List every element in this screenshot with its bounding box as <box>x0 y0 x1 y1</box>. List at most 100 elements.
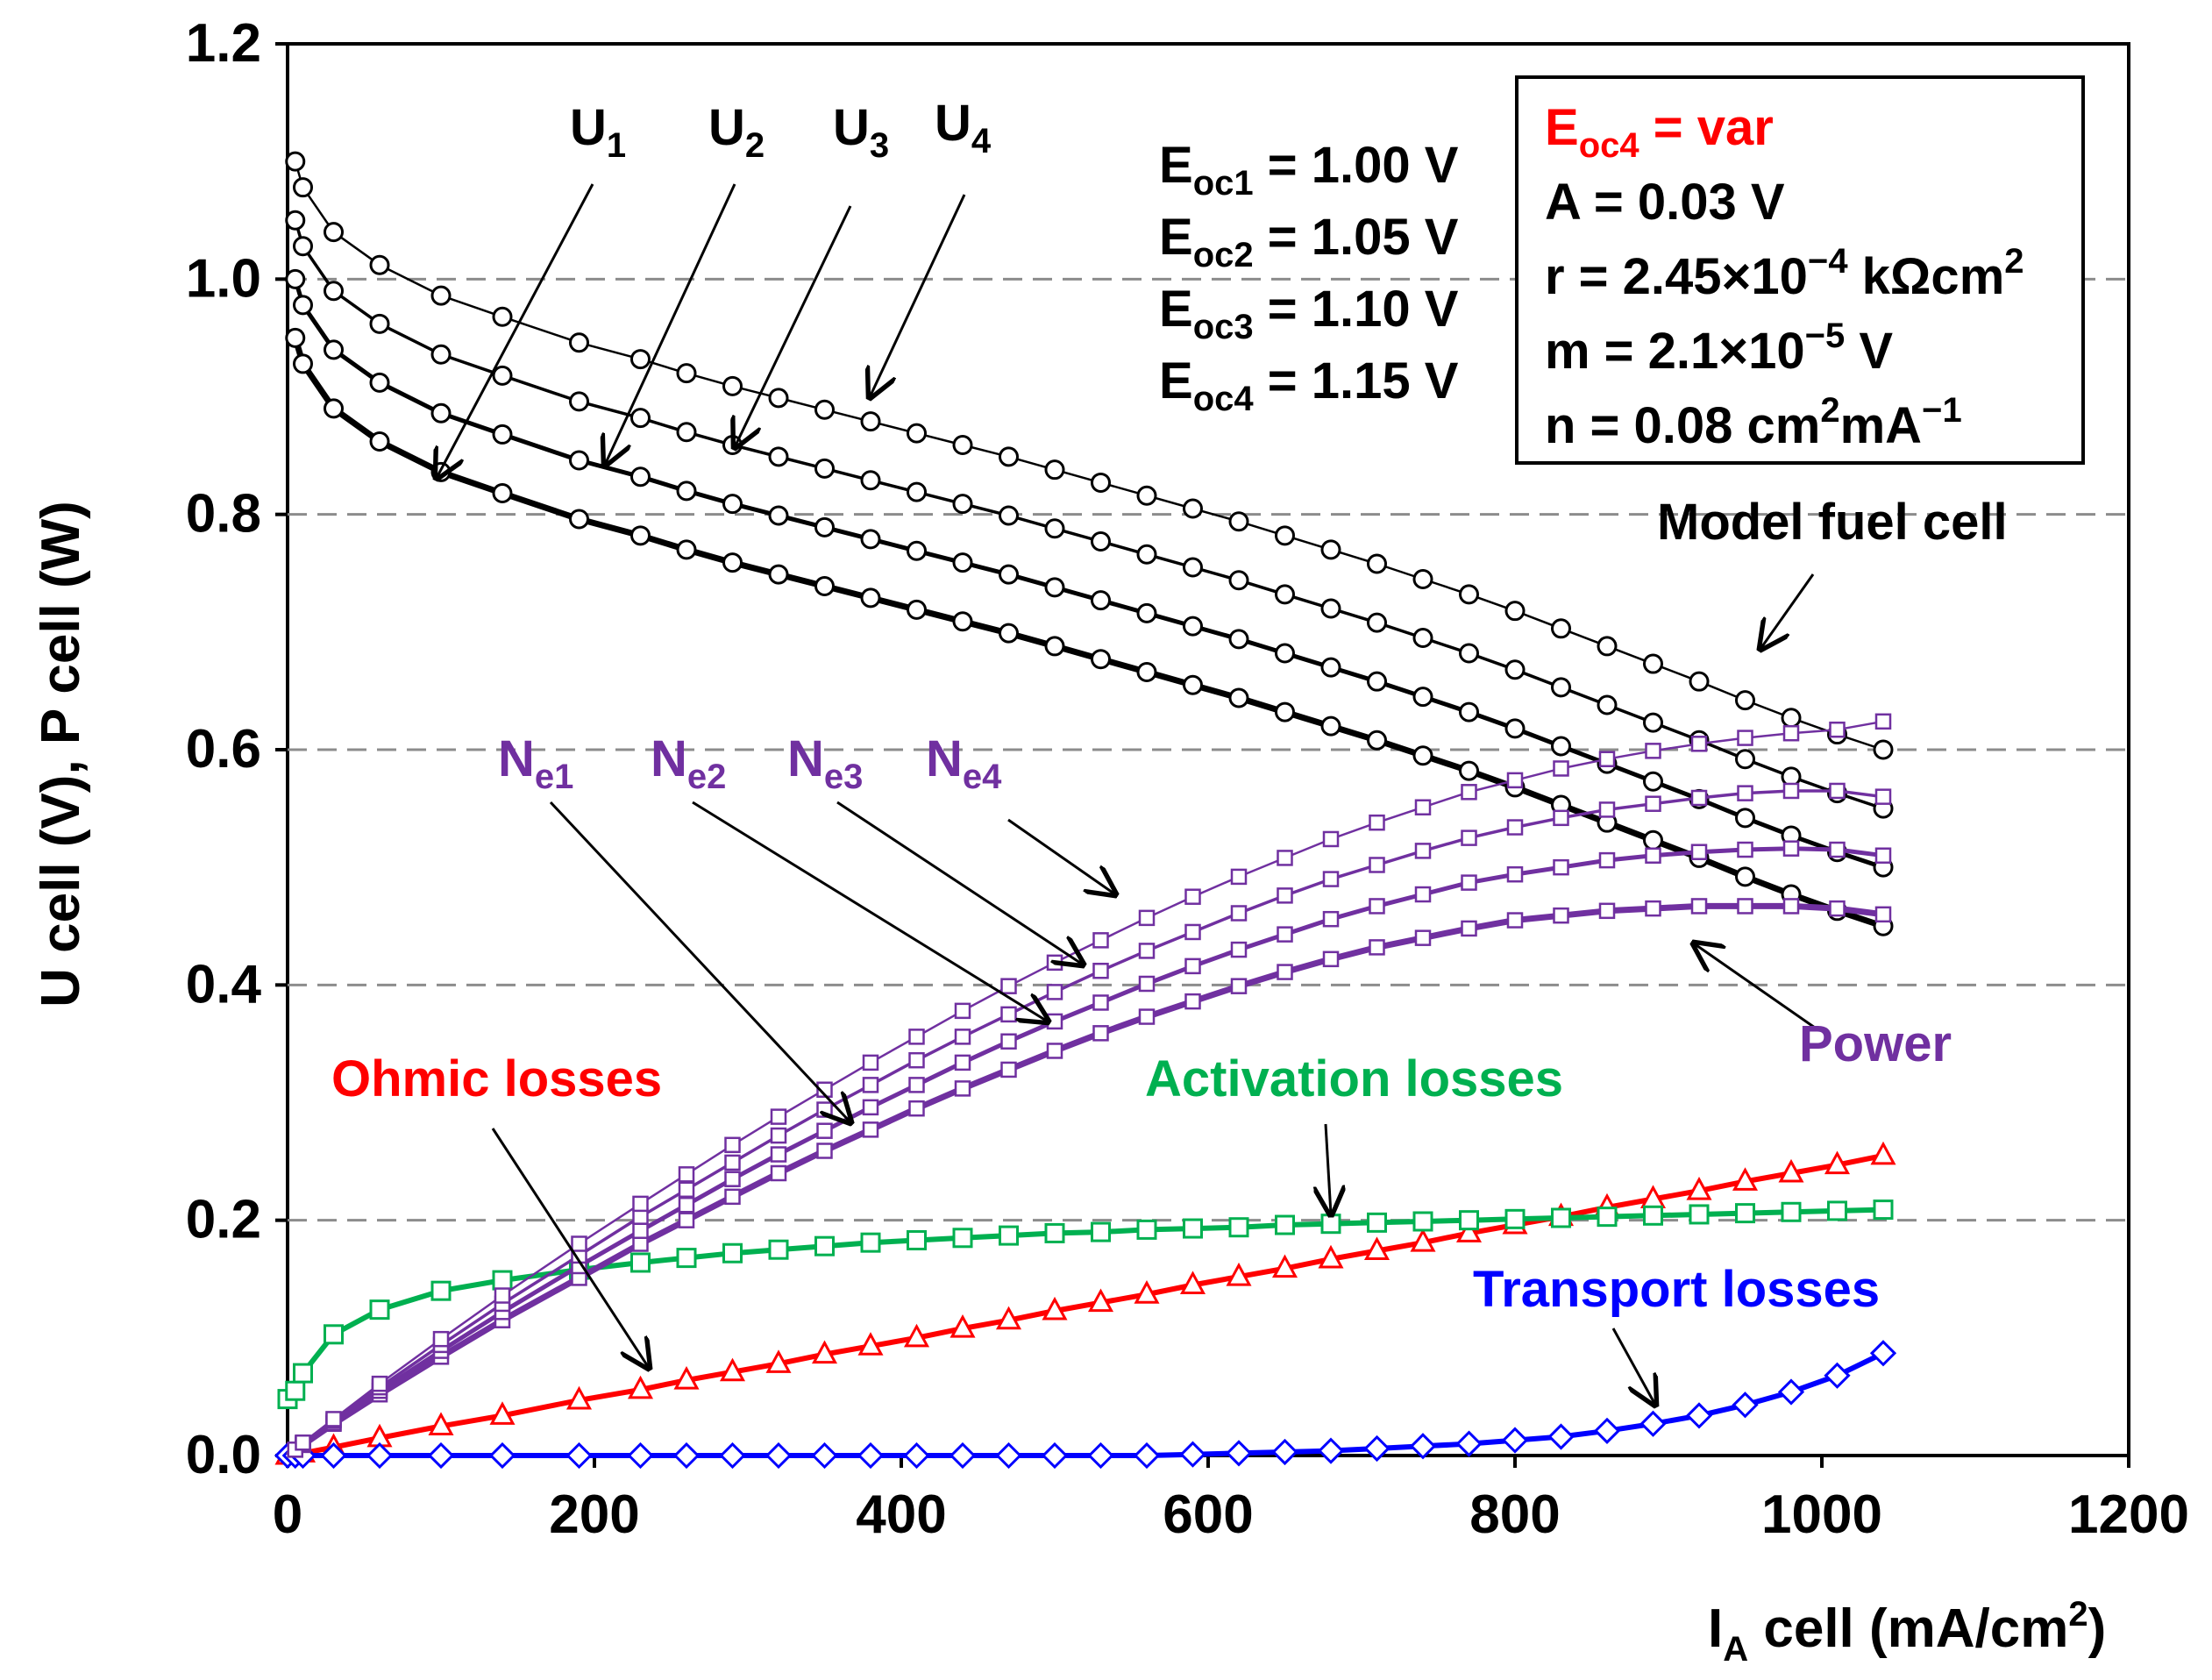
data-point <box>1275 1214 1295 1235</box>
data-point <box>1643 712 1663 733</box>
data-point <box>1410 1228 1436 1252</box>
data-point <box>1643 653 1663 674</box>
data-point <box>1829 721 1846 738</box>
data-point <box>1874 788 1892 805</box>
annotation-arrow <box>549 801 850 1122</box>
gridlines <box>288 277 2129 1222</box>
data-point <box>954 1080 971 1097</box>
data-point <box>1320 715 1341 737</box>
data-point <box>1041 1442 1069 1470</box>
annotation-arrow <box>1326 1123 1331 1214</box>
data-point <box>1827 1200 1847 1221</box>
data-point <box>719 1442 746 1470</box>
data-point <box>1363 1434 1391 1463</box>
data-point <box>1643 771 1663 792</box>
data-point <box>1275 525 1295 546</box>
data-point <box>1735 808 1755 829</box>
data-point <box>369 431 390 452</box>
data-point <box>765 1349 792 1373</box>
param-n: n = 0.08 cm2mA−1 <box>1545 391 1962 454</box>
x-axis-title: IA cell (mA/cm2) <box>1708 1595 2106 1669</box>
data-point <box>1138 1008 1156 1025</box>
data-point <box>1183 498 1203 519</box>
data-point <box>1044 636 1065 657</box>
data-point <box>1459 701 1479 723</box>
data-point <box>722 375 743 396</box>
data-point <box>1412 1211 1433 1232</box>
data-point <box>1553 907 1569 924</box>
data-point <box>565 1385 593 1410</box>
data-point <box>860 470 881 491</box>
data-point <box>371 1375 388 1392</box>
data-point <box>1553 809 1569 827</box>
data-point <box>908 1029 925 1045</box>
series-transport-losses <box>274 1340 1897 1470</box>
data-point <box>1782 898 1800 915</box>
annotation-arrows <box>437 183 1816 1405</box>
data-point <box>814 458 835 479</box>
data-point <box>1461 874 1477 891</box>
data-point <box>1136 544 1157 565</box>
data-point <box>1732 1392 1759 1419</box>
data-point <box>1778 1158 1804 1183</box>
data-point <box>569 450 589 471</box>
data-point <box>1598 801 1616 818</box>
annotation-arrow <box>836 801 1083 965</box>
data-point <box>1184 957 1201 975</box>
x-tick-label: 1200 <box>2068 1484 2189 1545</box>
data-point <box>814 399 835 420</box>
data-point <box>1275 701 1295 723</box>
data-point <box>569 509 589 530</box>
data-point <box>1593 1417 1621 1444</box>
data-point <box>995 1442 1022 1470</box>
activation-losses-label: Activation losses <box>1145 1050 1563 1107</box>
ne4-label: Ne4 <box>926 730 1002 796</box>
data-point <box>1504 601 1526 622</box>
ne2-label: Ne2 <box>651 730 726 796</box>
y-tick-label: 1.2 <box>186 13 261 74</box>
series-line <box>287 1152 1884 1458</box>
data-point <box>862 1099 879 1116</box>
data-point <box>676 539 697 560</box>
x-axis-ticks: 0 200 400 600 800 1000 1200 <box>273 1456 2189 1545</box>
data-point <box>999 623 1019 644</box>
data-point <box>724 1136 741 1154</box>
data-point <box>569 332 589 353</box>
x-tick-label: 600 <box>1163 1484 1253 1545</box>
data-point <box>1737 841 1753 858</box>
data-point <box>676 1248 697 1269</box>
data-point <box>1000 978 1017 994</box>
data-point <box>1690 898 1708 915</box>
annotation-arrow <box>491 1128 649 1368</box>
data-point <box>1277 964 1293 980</box>
data-point <box>722 1242 743 1264</box>
data-point <box>954 1054 971 1071</box>
data-point <box>1873 739 1894 760</box>
data-point <box>1367 671 1387 692</box>
data-point <box>1046 954 1063 972</box>
data-point <box>1046 1013 1063 1030</box>
data-point <box>1737 785 1753 801</box>
data-point <box>1228 511 1249 532</box>
data-point <box>1183 1218 1203 1239</box>
data-point <box>907 481 927 502</box>
data-point <box>770 1127 787 1144</box>
data-point <box>1506 912 1524 929</box>
data-point <box>1322 871 1340 887</box>
data-point <box>1551 736 1571 757</box>
data-point <box>1459 643 1479 664</box>
data-point <box>1000 1061 1017 1078</box>
data-point <box>1092 932 1109 949</box>
annotation-arrow <box>1694 943 1816 1029</box>
data-point <box>1136 661 1157 682</box>
x-tick-label: 200 <box>549 1484 639 1545</box>
data-point <box>1092 1025 1109 1042</box>
eoc1-label: Eoc1 = 1.00 V <box>1159 137 1459 203</box>
data-point <box>1412 628 1433 649</box>
data-point <box>954 1002 971 1020</box>
data-point <box>1230 978 1248 994</box>
y-axis-ticks: 0.0 0.2 0.4 0.6 0.8 1.0 1.2 <box>186 13 288 1485</box>
data-point <box>1504 659 1526 680</box>
data-point <box>1046 984 1063 1000</box>
x-tick-label: 1000 <box>1761 1484 1882 1545</box>
